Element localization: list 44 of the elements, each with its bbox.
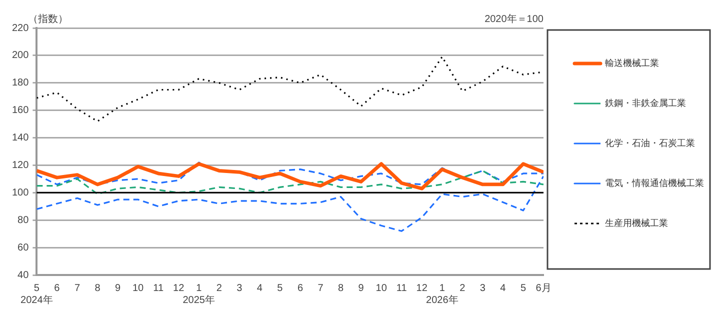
x-tick-label: 6 — [297, 282, 304, 294]
legend-label: 化学・石油・石炭工業 — [605, 138, 695, 148]
y-tick-label: 220 — [12, 22, 30, 34]
x-tick-label: 6 — [54, 282, 60, 294]
x-tick-label: 12 — [416, 282, 428, 294]
x-tick-label: 5 2024年 — [20, 282, 53, 306]
x-tick-label: 12 — [173, 282, 185, 294]
y-tick-label: 200 — [12, 50, 30, 62]
x-tick-label: 9 — [358, 282, 364, 294]
x-tick-label: 3 — [480, 282, 486, 294]
legend-label: 鉄鋼・非鉄金属工業 — [605, 98, 686, 108]
y-tick-label: 40 — [18, 270, 30, 281]
x-tick-label: 1 2025年 — [182, 282, 215, 306]
x-tick-label: 11 — [153, 282, 164, 294]
legend-label: 電気・情報通信機械工業 — [605, 178, 704, 188]
x-tick-label: 7 — [318, 282, 324, 294]
x-tick-label: 10 — [132, 282, 144, 294]
x-tick-label: 6月 — [536, 282, 552, 294]
x-tick-label: 4 — [256, 282, 263, 294]
x-tick-label: 5 — [520, 282, 526, 294]
x-tick-label: 10 — [376, 282, 388, 294]
x-tick-label: 7 — [74, 282, 80, 294]
x-tick-label: 3 — [236, 282, 243, 294]
line-series — [36, 170, 544, 195]
x-tick-label: 2 — [460, 282, 466, 294]
x-tick-label: 4 — [500, 282, 506, 294]
x-tick-label: 11 — [396, 282, 408, 294]
legend-label: 生産用機械工業 — [605, 218, 668, 228]
x-tick-label: 1 2026年 — [426, 282, 458, 306]
x-tick-label: 2 — [216, 282, 222, 294]
x-tick-label: 9 — [114, 282, 121, 294]
chart-subtitle: 2020年＝100 — [484, 13, 544, 25]
legend-label: 輸送機械工業 — [605, 58, 659, 68]
x-tick-label: 8 — [338, 282, 344, 294]
y-tick-label: 100 — [12, 187, 30, 198]
x-tick-label: 5 — [277, 282, 284, 294]
y-tick-label: 80 — [18, 214, 30, 226]
y-tick-label: 180 — [12, 78, 30, 89]
y-tick-label: 160 — [12, 105, 30, 116]
y-axis-title: （指数） — [28, 13, 68, 25]
y-tick-label: 120 — [12, 160, 30, 171]
x-tick-label: 8 — [94, 282, 101, 294]
y-tick-label: 60 — [18, 242, 30, 254]
y-tick-label: 140 — [12, 132, 30, 144]
